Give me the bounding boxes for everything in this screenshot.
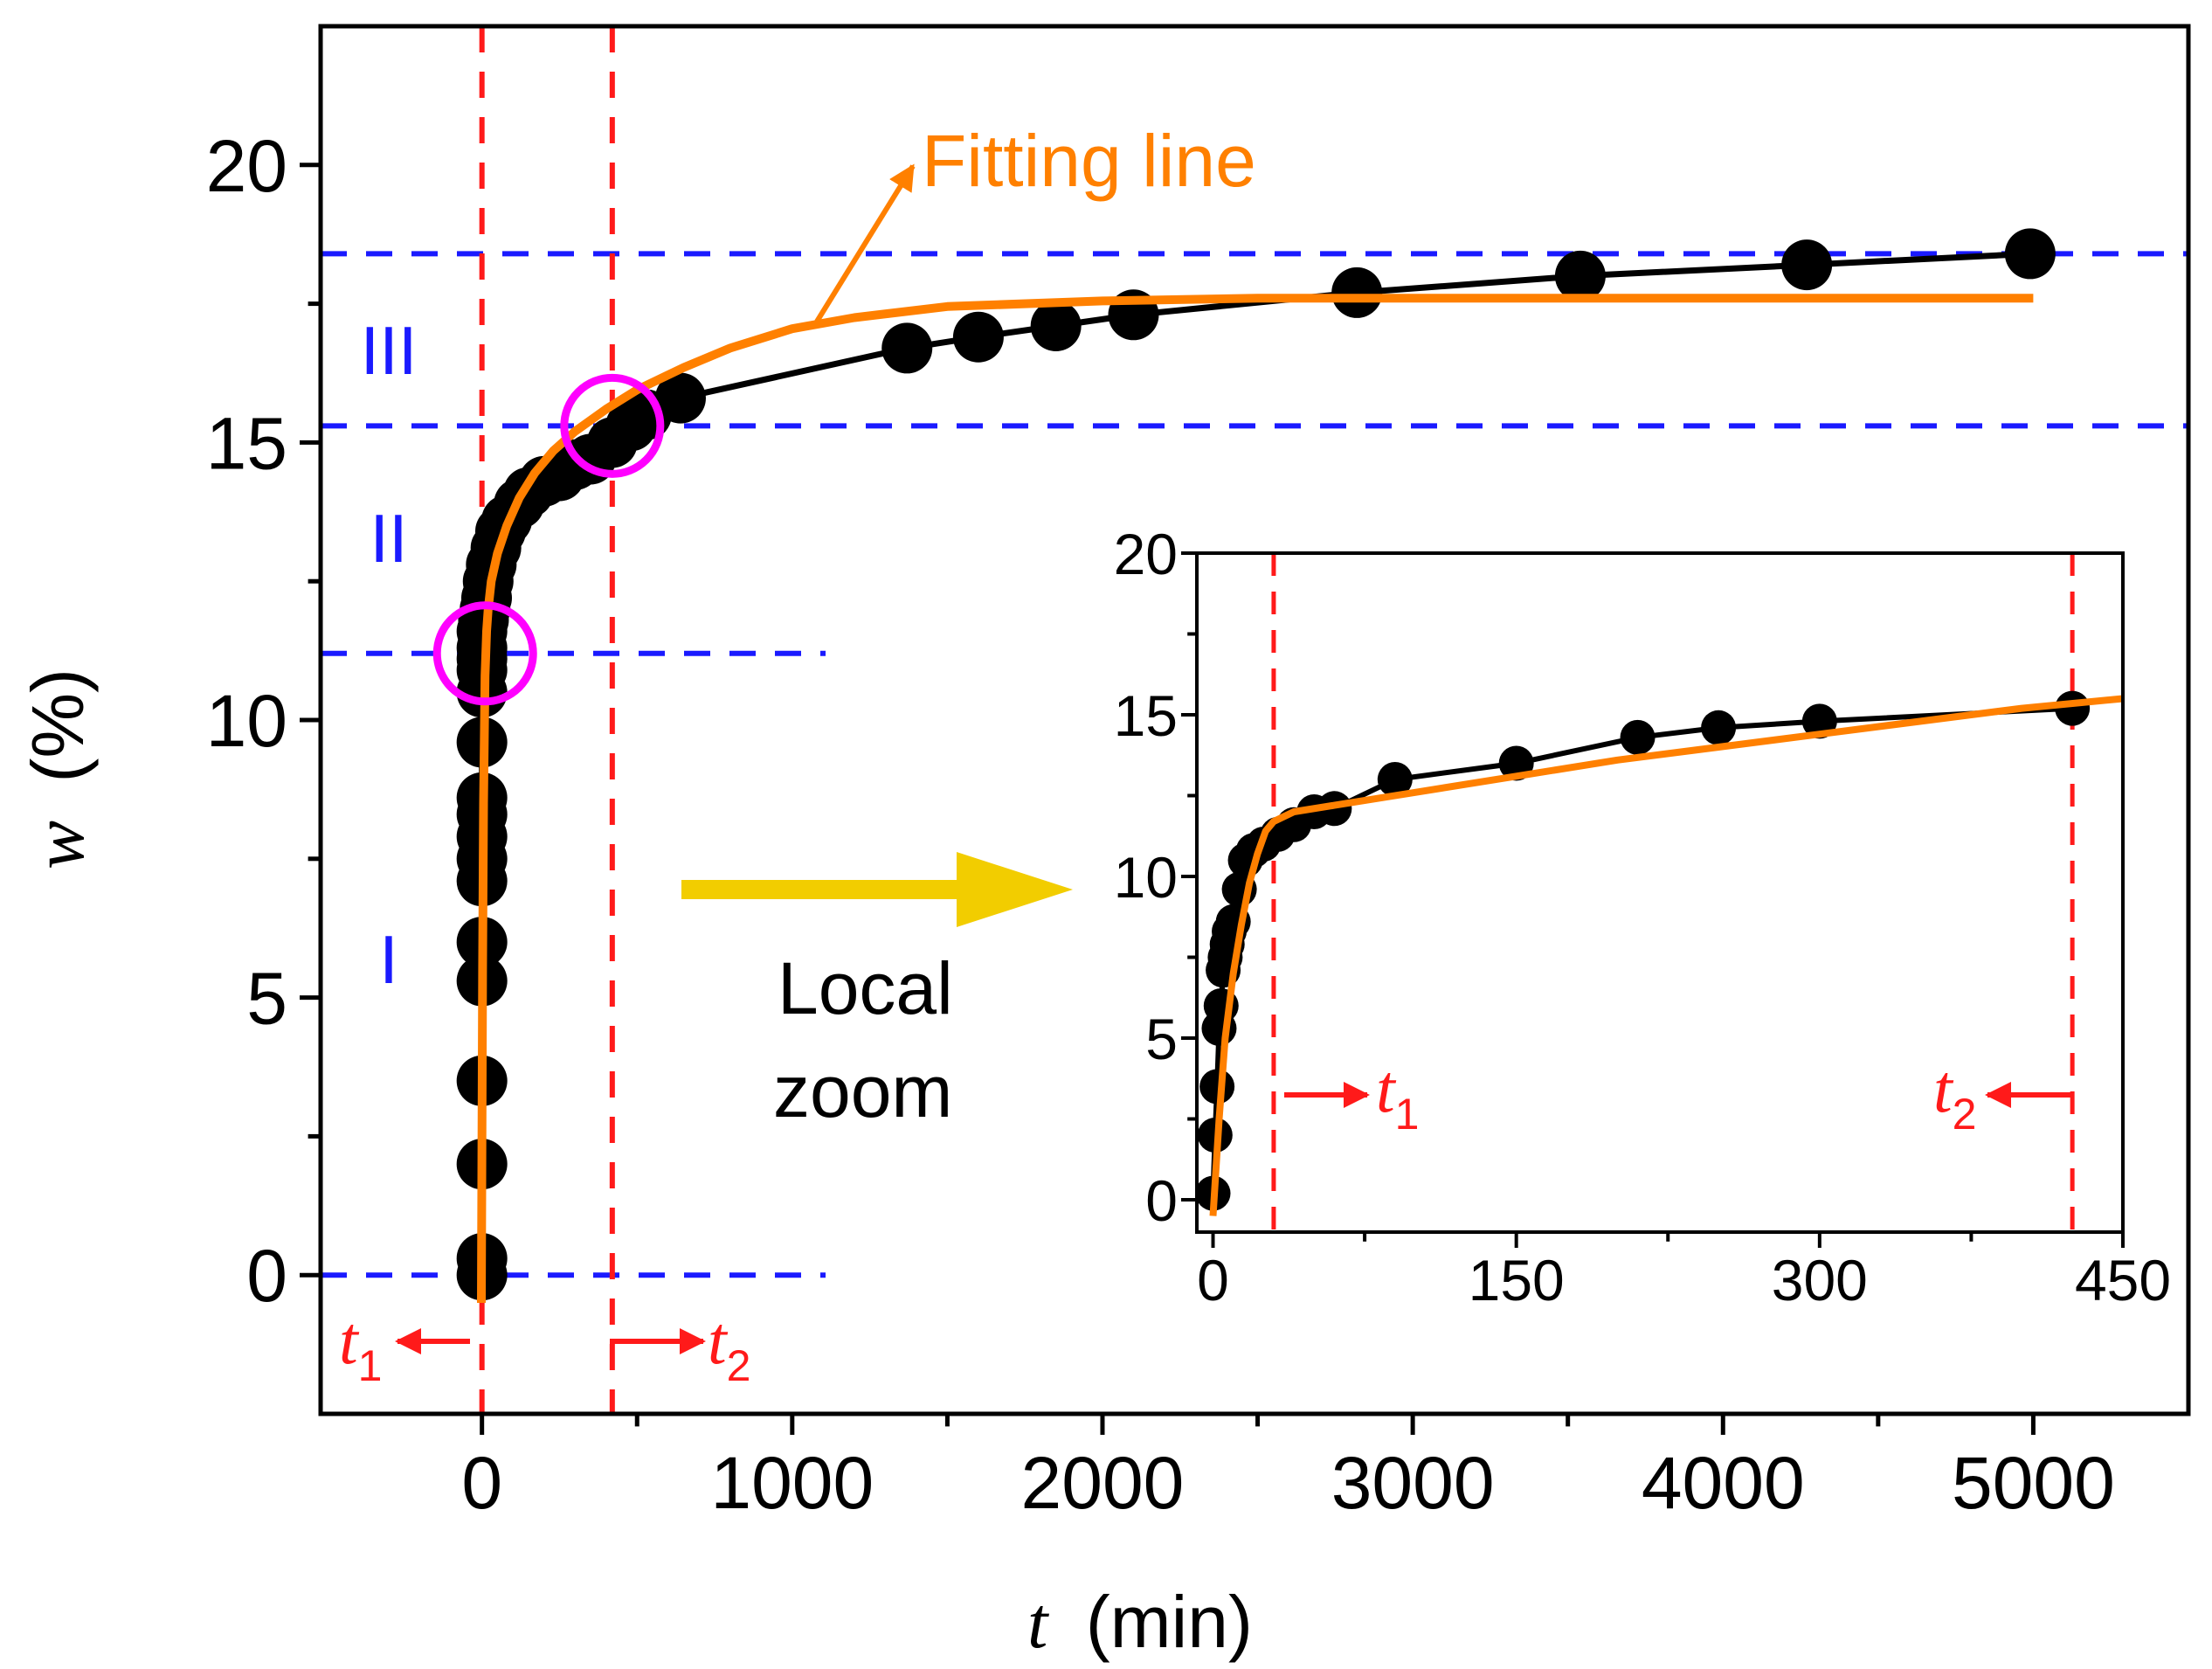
fitting-line-pointer [814, 163, 916, 323]
main-x-tick-label: 0 [461, 1442, 502, 1524]
main-data-point [1781, 239, 1833, 291]
inset-y-tick-label: 15 [1114, 683, 1178, 748]
inset-x-tick-label: 0 [1197, 1248, 1229, 1312]
inset-y-tick-label: 20 [1114, 522, 1178, 586]
inset-t1-label: t1 [1376, 1050, 1419, 1139]
main-data-point [2004, 228, 2056, 280]
y-axis-var: w [18, 821, 100, 869]
t1-label: t1 [339, 1302, 382, 1390]
inset-x-tick-label: 150 [1469, 1248, 1565, 1312]
fitting-line-label: Fitting line [922, 120, 1256, 202]
main-x-tick-label: 1000 [710, 1442, 874, 1524]
inset-data-point [1377, 762, 1413, 797]
main-x-tick-label: 4000 [1642, 1442, 1805, 1524]
zoom-arrow-head [957, 852, 1073, 927]
inset-plot: 0 150 300 450 0 5 10 15 20 [1114, 522, 2171, 1312]
inset-data-point [1620, 719, 1656, 755]
main-highlight-circle [432, 601, 537, 706]
main-y-tick-label: 0 [246, 1235, 287, 1317]
main-data-point [654, 372, 706, 424]
local-zoom-label-line1: Local [778, 947, 953, 1029]
inset-x-tick-label: 450 [2075, 1248, 2171, 1312]
inset-data-point [2055, 690, 2091, 726]
main-x-tick-label: 5000 [1952, 1442, 2115, 1524]
region-label-III: III [360, 312, 417, 389]
main-y-tick-label: 10 [206, 680, 287, 762]
main-data-point [1554, 250, 1606, 301]
y-axis-unit: (%) [17, 668, 99, 783]
main-highlight-circle [560, 373, 665, 478]
main-data-point [1331, 267, 1383, 318]
x-axis-title: t (min) [1027, 1581, 1253, 1664]
inset-fitting-line [1209, 695, 2124, 1216]
inset-t2-label: t2 [1933, 1050, 1976, 1139]
inset-x-tick-label: 300 [1772, 1248, 1868, 1312]
main-x-tick-label: 2000 [1021, 1442, 1185, 1524]
main-x-tick-label: 3000 [1331, 1442, 1495, 1524]
main-data-point [1030, 301, 1082, 352]
region-label-I: I [379, 921, 398, 998]
inset-data-point [1701, 710, 1737, 745]
main-y-tick-label: 15 [206, 402, 287, 484]
region-label-II: II [370, 500, 407, 577]
main-data-point [952, 311, 1004, 363]
main-y-tick-label: 5 [246, 958, 287, 1040]
main-y-tick-label: 20 [206, 125, 287, 207]
inset-y-tick-label: 10 [1114, 845, 1178, 910]
t2-label: t2 [708, 1302, 750, 1390]
inset-data-point [1199, 1069, 1235, 1105]
main-measured-series-line [479, 250, 2031, 1276]
main-data-point [881, 322, 933, 374]
local-zoom-label-line2: zoom [773, 1050, 952, 1132]
x-axis-unit: (min) [1086, 1581, 1253, 1663]
inset-y-tick-label: 5 [1145, 1007, 1178, 1071]
y-axis-title: w (%) [17, 668, 100, 869]
main-fitting-line [477, 294, 2034, 1304]
x-axis-var: t [1027, 1582, 1050, 1664]
inset-plot-frame [1195, 551, 2125, 1234]
inset-y-tick-label: 0 [1145, 1168, 1178, 1233]
